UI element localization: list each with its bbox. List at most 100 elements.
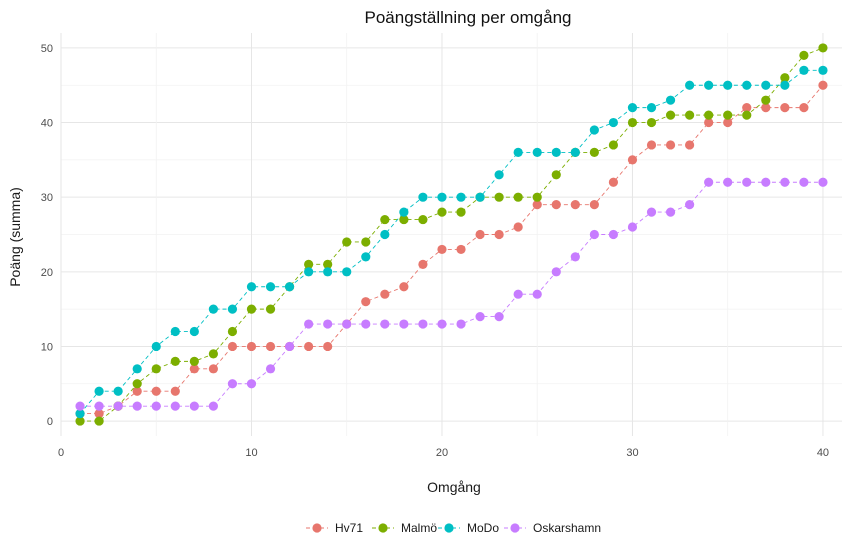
data-point bbox=[513, 147, 523, 158]
data-point bbox=[323, 319, 333, 329]
x-tick-label: 10 bbox=[245, 447, 257, 459]
x-axis-ticks: 0 10 20 30 40 bbox=[58, 447, 829, 459]
data-point bbox=[551, 147, 561, 158]
data-point bbox=[532, 192, 542, 202]
legend-marker bbox=[312, 523, 322, 533]
data-point bbox=[723, 117, 733, 128]
data-point bbox=[132, 379, 142, 389]
data-point bbox=[608, 229, 619, 240]
data-point bbox=[208, 401, 218, 411]
data-point bbox=[627, 117, 638, 128]
data-point bbox=[246, 341, 257, 352]
data-point bbox=[151, 341, 161, 352]
data-point bbox=[132, 401, 142, 411]
legend-marker bbox=[510, 523, 520, 533]
legend-label: Hv71 bbox=[335, 521, 363, 535]
data-point bbox=[532, 200, 542, 210]
data-point bbox=[151, 401, 161, 411]
data-point bbox=[513, 289, 523, 299]
legend-item: Malmö bbox=[372, 521, 437, 535]
series-oskarshamn bbox=[75, 177, 828, 411]
data-point bbox=[589, 147, 599, 158]
y-tick-label: 40 bbox=[41, 118, 53, 130]
data-point bbox=[189, 326, 199, 337]
data-point bbox=[342, 267, 352, 277]
y-tick-label: 50 bbox=[41, 43, 53, 55]
data-point bbox=[627, 222, 638, 232]
legend-label: Oskarshamn bbox=[533, 521, 601, 535]
data-point bbox=[818, 43, 828, 53]
data-point bbox=[437, 319, 447, 329]
data-point bbox=[170, 401, 180, 411]
data-point bbox=[665, 140, 676, 150]
x-tick-label: 40 bbox=[817, 447, 829, 459]
data-point bbox=[551, 200, 561, 210]
data-point bbox=[380, 214, 390, 225]
data-point bbox=[304, 341, 314, 352]
legend-marker bbox=[378, 523, 388, 533]
data-point bbox=[94, 386, 104, 396]
data-point bbox=[818, 65, 828, 75]
data-point bbox=[532, 147, 542, 158]
data-point bbox=[494, 229, 504, 240]
data-point bbox=[704, 110, 714, 120]
data-point bbox=[589, 200, 599, 210]
x-tick-label: 0 bbox=[58, 447, 64, 459]
data-point bbox=[399, 207, 409, 217]
data-point bbox=[494, 311, 504, 322]
data-point bbox=[551, 267, 561, 277]
y-tick-label: 30 bbox=[41, 192, 53, 204]
y-axis-title: Poäng (summa) bbox=[7, 187, 23, 287]
legend-marker bbox=[444, 523, 454, 533]
data-point bbox=[361, 237, 371, 247]
data-point bbox=[685, 200, 695, 210]
data-point bbox=[513, 192, 523, 202]
data-point bbox=[532, 289, 542, 299]
series-modo bbox=[75, 65, 828, 419]
data-point bbox=[113, 386, 123, 396]
data-point bbox=[646, 103, 657, 113]
data-point bbox=[799, 50, 809, 60]
data-point bbox=[513, 222, 523, 232]
data-point bbox=[494, 192, 504, 202]
data-point bbox=[94, 401, 104, 411]
data-point bbox=[608, 140, 619, 150]
data-point bbox=[284, 282, 295, 292]
data-point bbox=[646, 117, 657, 128]
data-point bbox=[189, 401, 199, 411]
y-tick-label: 10 bbox=[41, 341, 53, 353]
x-tick-label: 20 bbox=[436, 447, 448, 459]
data-point bbox=[570, 147, 580, 158]
data-point bbox=[818, 177, 828, 187]
data-point bbox=[780, 80, 790, 90]
data-point bbox=[437, 244, 447, 255]
series-line bbox=[80, 84, 824, 415]
data-point bbox=[646, 207, 657, 217]
data-point bbox=[208, 364, 218, 374]
data-point bbox=[723, 110, 733, 120]
data-point bbox=[570, 252, 580, 262]
data-point bbox=[361, 297, 371, 307]
data-point bbox=[704, 80, 714, 90]
data-point bbox=[780, 177, 790, 187]
data-point bbox=[551, 170, 561, 180]
data-point bbox=[304, 319, 314, 329]
data-point bbox=[665, 207, 676, 217]
data-point bbox=[361, 252, 371, 262]
data-point bbox=[742, 177, 752, 187]
data-point bbox=[323, 267, 333, 277]
data-point bbox=[246, 282, 257, 292]
data-point bbox=[475, 192, 485, 202]
data-point bbox=[342, 319, 352, 329]
data-point bbox=[456, 207, 466, 217]
series-hv71 bbox=[75, 80, 828, 419]
data-point bbox=[475, 229, 485, 240]
data-point bbox=[94, 416, 104, 426]
data-point bbox=[456, 319, 466, 329]
data-point bbox=[475, 311, 485, 322]
data-point bbox=[685, 80, 695, 90]
data-point bbox=[399, 319, 409, 329]
data-point bbox=[227, 326, 238, 337]
data-point bbox=[780, 73, 790, 83]
